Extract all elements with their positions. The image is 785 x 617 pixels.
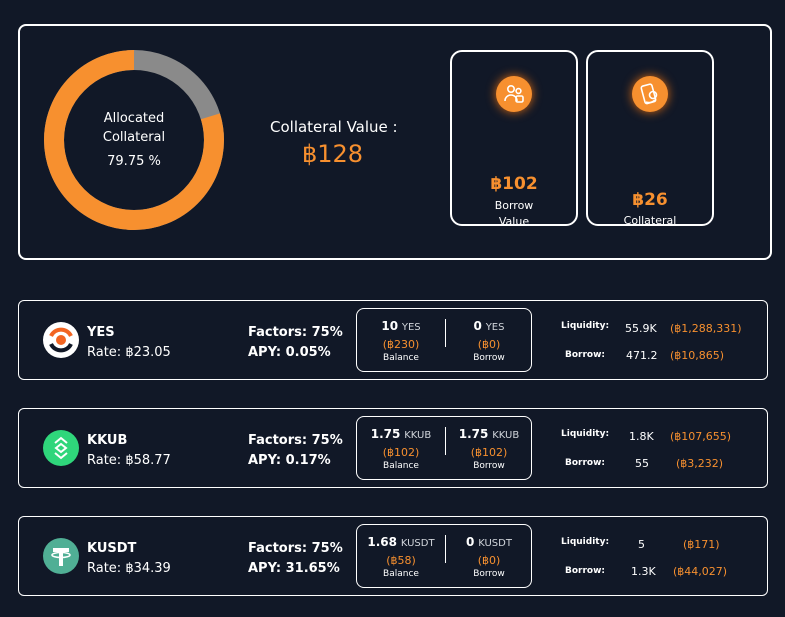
allocated-percent: 79.75 % <box>107 154 161 169</box>
borrowed-amount: 471.2 <box>626 349 658 362</box>
asset-symbol: KUSDT <box>87 541 137 556</box>
liquidity-amount: 55.9K <box>625 322 657 335</box>
donut-allocated-arc <box>44 50 224 230</box>
borrow-label: Borrow <box>473 353 505 363</box>
liquidity-fiat: (฿107,655) <box>670 430 732 443</box>
borrowed-amount: 1.3K <box>631 565 656 578</box>
borrow-label: Borrow <box>473 461 505 471</box>
liquidity-label: Liquidity: <box>561 429 610 439</box>
borrowed-label: Borrow: <box>565 566 606 576</box>
borrow-amount: 0 <box>466 535 475 549</box>
asset-row-yes[interactable]: YES Rate: ฿23.05 Factors: 75% APY: 0.05%… <box>18 300 768 380</box>
borrow-value-card: ฿102 Borrow Value <box>450 50 578 228</box>
apy: APY: 0.17% <box>248 453 331 468</box>
asset-rate: Rate: ฿34.39 <box>87 561 171 576</box>
balance-borrow-box: 10 YES (฿230) Balance 0 YES (฿0) Borrow <box>356 308 532 372</box>
users-icon <box>496 76 532 112</box>
collateral-summary-card: Allocated Collateral 79.75 % Collateral … <box>18 24 772 260</box>
asset-row-kusdt[interactable]: KUSDT Rate: ฿34.39 Factors: 75% APY: 31.… <box>18 516 768 596</box>
balance-amount: 1.75 <box>370 427 401 441</box>
balance-column: 10 YES (฿230) Balance <box>357 319 445 364</box>
borrowed-fiat: (฿44,027) <box>673 565 728 578</box>
yes-token-icon <box>43 322 79 358</box>
borrowed-amount: 55 <box>635 457 649 470</box>
collateral-card: ฿26 Collateral <box>586 50 714 227</box>
balance-fiat: (฿58) <box>386 554 416 567</box>
balance-column: 1.75 KKUB (฿102) Balance <box>357 427 445 472</box>
balance-symbol: KUSDT <box>400 538 435 549</box>
balance-amount: 10 <box>381 319 399 333</box>
balance-amount: 1.68 <box>367 535 397 549</box>
balance-borrow-box: 1.75 KKUB (฿102) Balance 1.75 KKUB (฿102… <box>356 416 532 480</box>
liquidity-amount: 1.8K <box>629 430 654 443</box>
borrow-fiat: (฿0) <box>477 554 501 567</box>
borrow-symbol: KKUB <box>492 430 520 441</box>
asset-symbol: YES <box>87 325 115 340</box>
borrow-column: 1.75 KKUB (฿102) Borrow <box>445 427 533 472</box>
borrow-value-label: Borrow Value <box>494 199 534 228</box>
kkub-token-icon <box>43 430 79 466</box>
liquidity-label: Liquidity: <box>561 321 610 331</box>
divider <box>445 427 446 455</box>
balance-label: Balance <box>383 353 419 363</box>
balance-fiat: (฿102) <box>382 446 420 459</box>
collateral-label: Collateral <box>623 214 677 227</box>
asset-row-kkub[interactable]: KKUB Rate: ฿58.77 Factors: 75% APY: 0.17… <box>18 408 768 488</box>
borrowed-label: Borrow: <box>565 458 606 468</box>
collateral-value: ฿128 <box>302 140 364 168</box>
balance-symbol: YES <box>401 322 421 333</box>
collateral-factor: Factors: 75% <box>248 433 343 448</box>
borrow-amount: 1.75 <box>458 427 489 441</box>
balance-symbol: KKUB <box>404 430 432 441</box>
balance-label: Balance <box>383 569 419 579</box>
apy: APY: 0.05% <box>248 345 331 360</box>
borrow-fiat: (฿102) <box>470 446 508 459</box>
balance-borrow-box: 1.68 KUSDT (฿58) Balance 0 KUSDT (฿0) Bo… <box>356 524 532 588</box>
collateral-factor: Factors: 75% <box>248 325 343 340</box>
collateral-value-label: Collateral Value : <box>270 118 398 136</box>
balance-fiat: (฿230) <box>382 338 420 351</box>
collateral-amount: ฿26 <box>632 190 668 210</box>
kusdt-token-icon <box>43 538 79 574</box>
allocated-label: Allocated Collateral <box>102 111 166 145</box>
borrow-amount: 0 <box>473 319 482 333</box>
liquidity-amount: 5 <box>638 538 645 551</box>
divider <box>445 535 446 563</box>
allocated-collateral-donut: Allocated Collateral 79.75 % <box>44 50 224 230</box>
balance-label: Balance <box>383 461 419 471</box>
borrow-column: 0 YES (฿0) Borrow <box>445 319 533 364</box>
phone-coin-icon <box>632 76 668 112</box>
collateral-factor: Factors: 75% <box>248 541 343 556</box>
borrow-value-amount: ฿102 <box>490 174 538 194</box>
apy: APY: 31.65% <box>248 561 340 576</box>
borrow-label: Borrow <box>473 569 505 579</box>
asset-rate: Rate: ฿23.05 <box>87 345 171 360</box>
liquidity-label: Liquidity: <box>561 537 610 547</box>
borrow-column: 0 KUSDT (฿0) Borrow <box>445 535 533 580</box>
liquidity-fiat: (฿1,288,331) <box>670 322 742 335</box>
borrowed-fiat: (฿3,232) <box>676 457 724 470</box>
divider <box>445 319 446 347</box>
borrow-symbol: KUSDT <box>478 538 512 549</box>
borrow-symbol: YES <box>485 322 505 333</box>
asset-symbol: KKUB <box>87 433 128 448</box>
borrowed-label: Borrow: <box>565 350 606 360</box>
balance-column: 1.68 KUSDT (฿58) Balance <box>357 535 445 580</box>
asset-rate: Rate: ฿58.77 <box>87 453 171 468</box>
liquidity-fiat: (฿171) <box>683 538 720 551</box>
borrowed-fiat: (฿10,865) <box>670 349 725 362</box>
borrow-fiat: (฿0) <box>477 338 501 351</box>
